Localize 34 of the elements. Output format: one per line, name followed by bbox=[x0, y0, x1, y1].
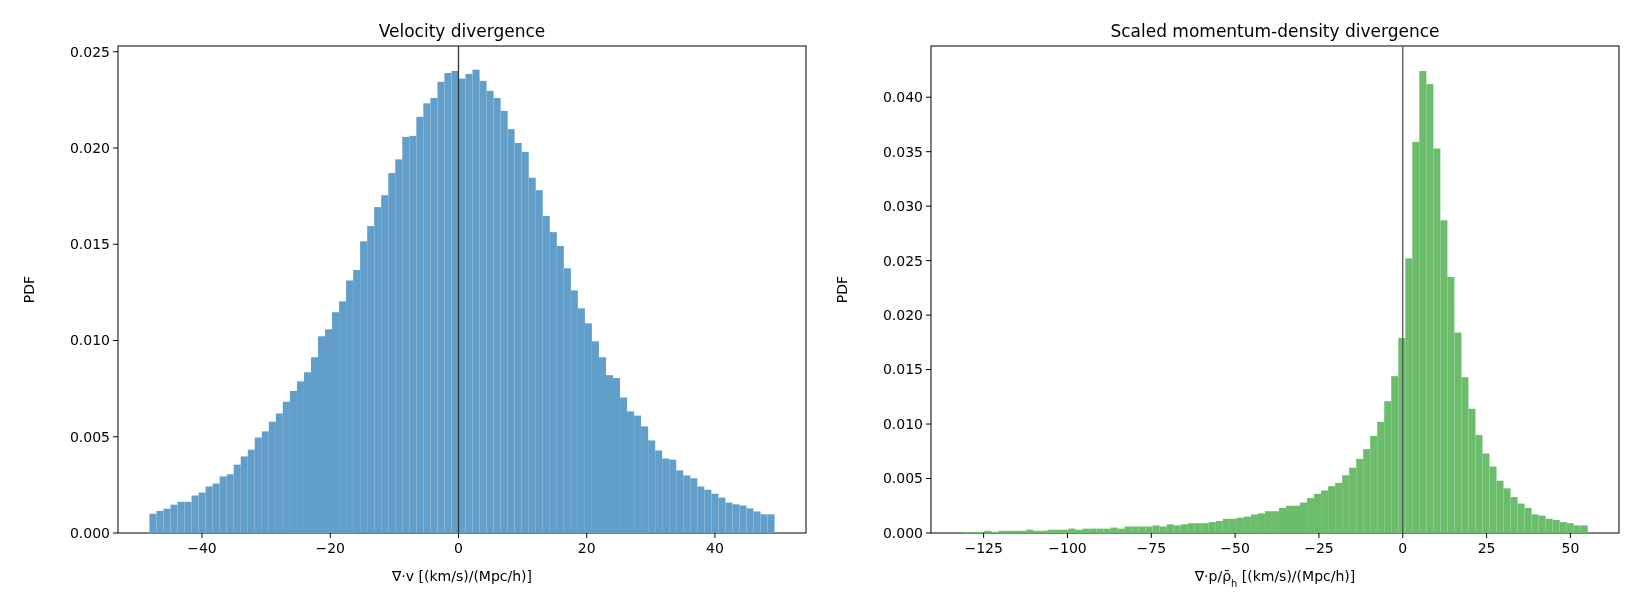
x-tick-label: 50 bbox=[1561, 540, 1580, 556]
y-tick-label: 0.025 bbox=[882, 252, 923, 269]
x-tick-label: 25 bbox=[1477, 540, 1496, 556]
x-tick-label: 0 bbox=[1398, 540, 1408, 556]
x-tick-label: −50 bbox=[1220, 540, 1250, 556]
x-tick-label: −125 bbox=[964, 540, 1003, 556]
y-tick-label: 0.025 bbox=[69, 43, 110, 60]
y-tick-label: 0.015 bbox=[69, 236, 110, 253]
x-tick-label: −40 bbox=[187, 540, 217, 556]
y-tick-label: 0.010 bbox=[69, 332, 110, 349]
x-axis-title: ∇·p/ρ̄$_{h}$ [(km/s)/(Mpc/h)] bbox=[1193, 568, 1356, 589]
y-tick-label: 0.000 bbox=[69, 524, 110, 541]
x-tick-label: 20 bbox=[577, 540, 596, 556]
y-axis-title: PDF bbox=[834, 275, 850, 304]
y-tick-label: 0.020 bbox=[69, 139, 110, 156]
x-axis-title: ∇·v [(km/s)/(Mpc/h)] bbox=[390, 568, 533, 584]
y-tick-label: 0.005 bbox=[69, 428, 110, 445]
y-tick-label: 0.000 bbox=[882, 524, 923, 541]
x-tick-label: −100 bbox=[1048, 540, 1087, 556]
chart-title: Scaled momentum-density divergence bbox=[1110, 21, 1440, 41]
y-tick-label: 0.035 bbox=[882, 143, 923, 160]
y-tick-label: 0.030 bbox=[882, 198, 923, 215]
x-tick-label: 0 bbox=[454, 540, 463, 556]
y-axis-title: PDF bbox=[21, 275, 37, 304]
y-tick-label: 0.020 bbox=[882, 307, 923, 323]
x-tick-label: −25 bbox=[1304, 540, 1334, 556]
chart-title: Velocity divergence bbox=[378, 21, 546, 41]
x-tick-label: 40 bbox=[706, 540, 724, 556]
y-tick-label: 0.015 bbox=[882, 361, 923, 378]
y-tick-label: 0.005 bbox=[882, 470, 923, 487]
x-tick-label: −75 bbox=[1136, 540, 1167, 556]
x-tick-label: −20 bbox=[315, 540, 346, 556]
y-tick-label: 0.010 bbox=[882, 415, 923, 432]
y-tick-label: 0.040 bbox=[882, 89, 923, 106]
